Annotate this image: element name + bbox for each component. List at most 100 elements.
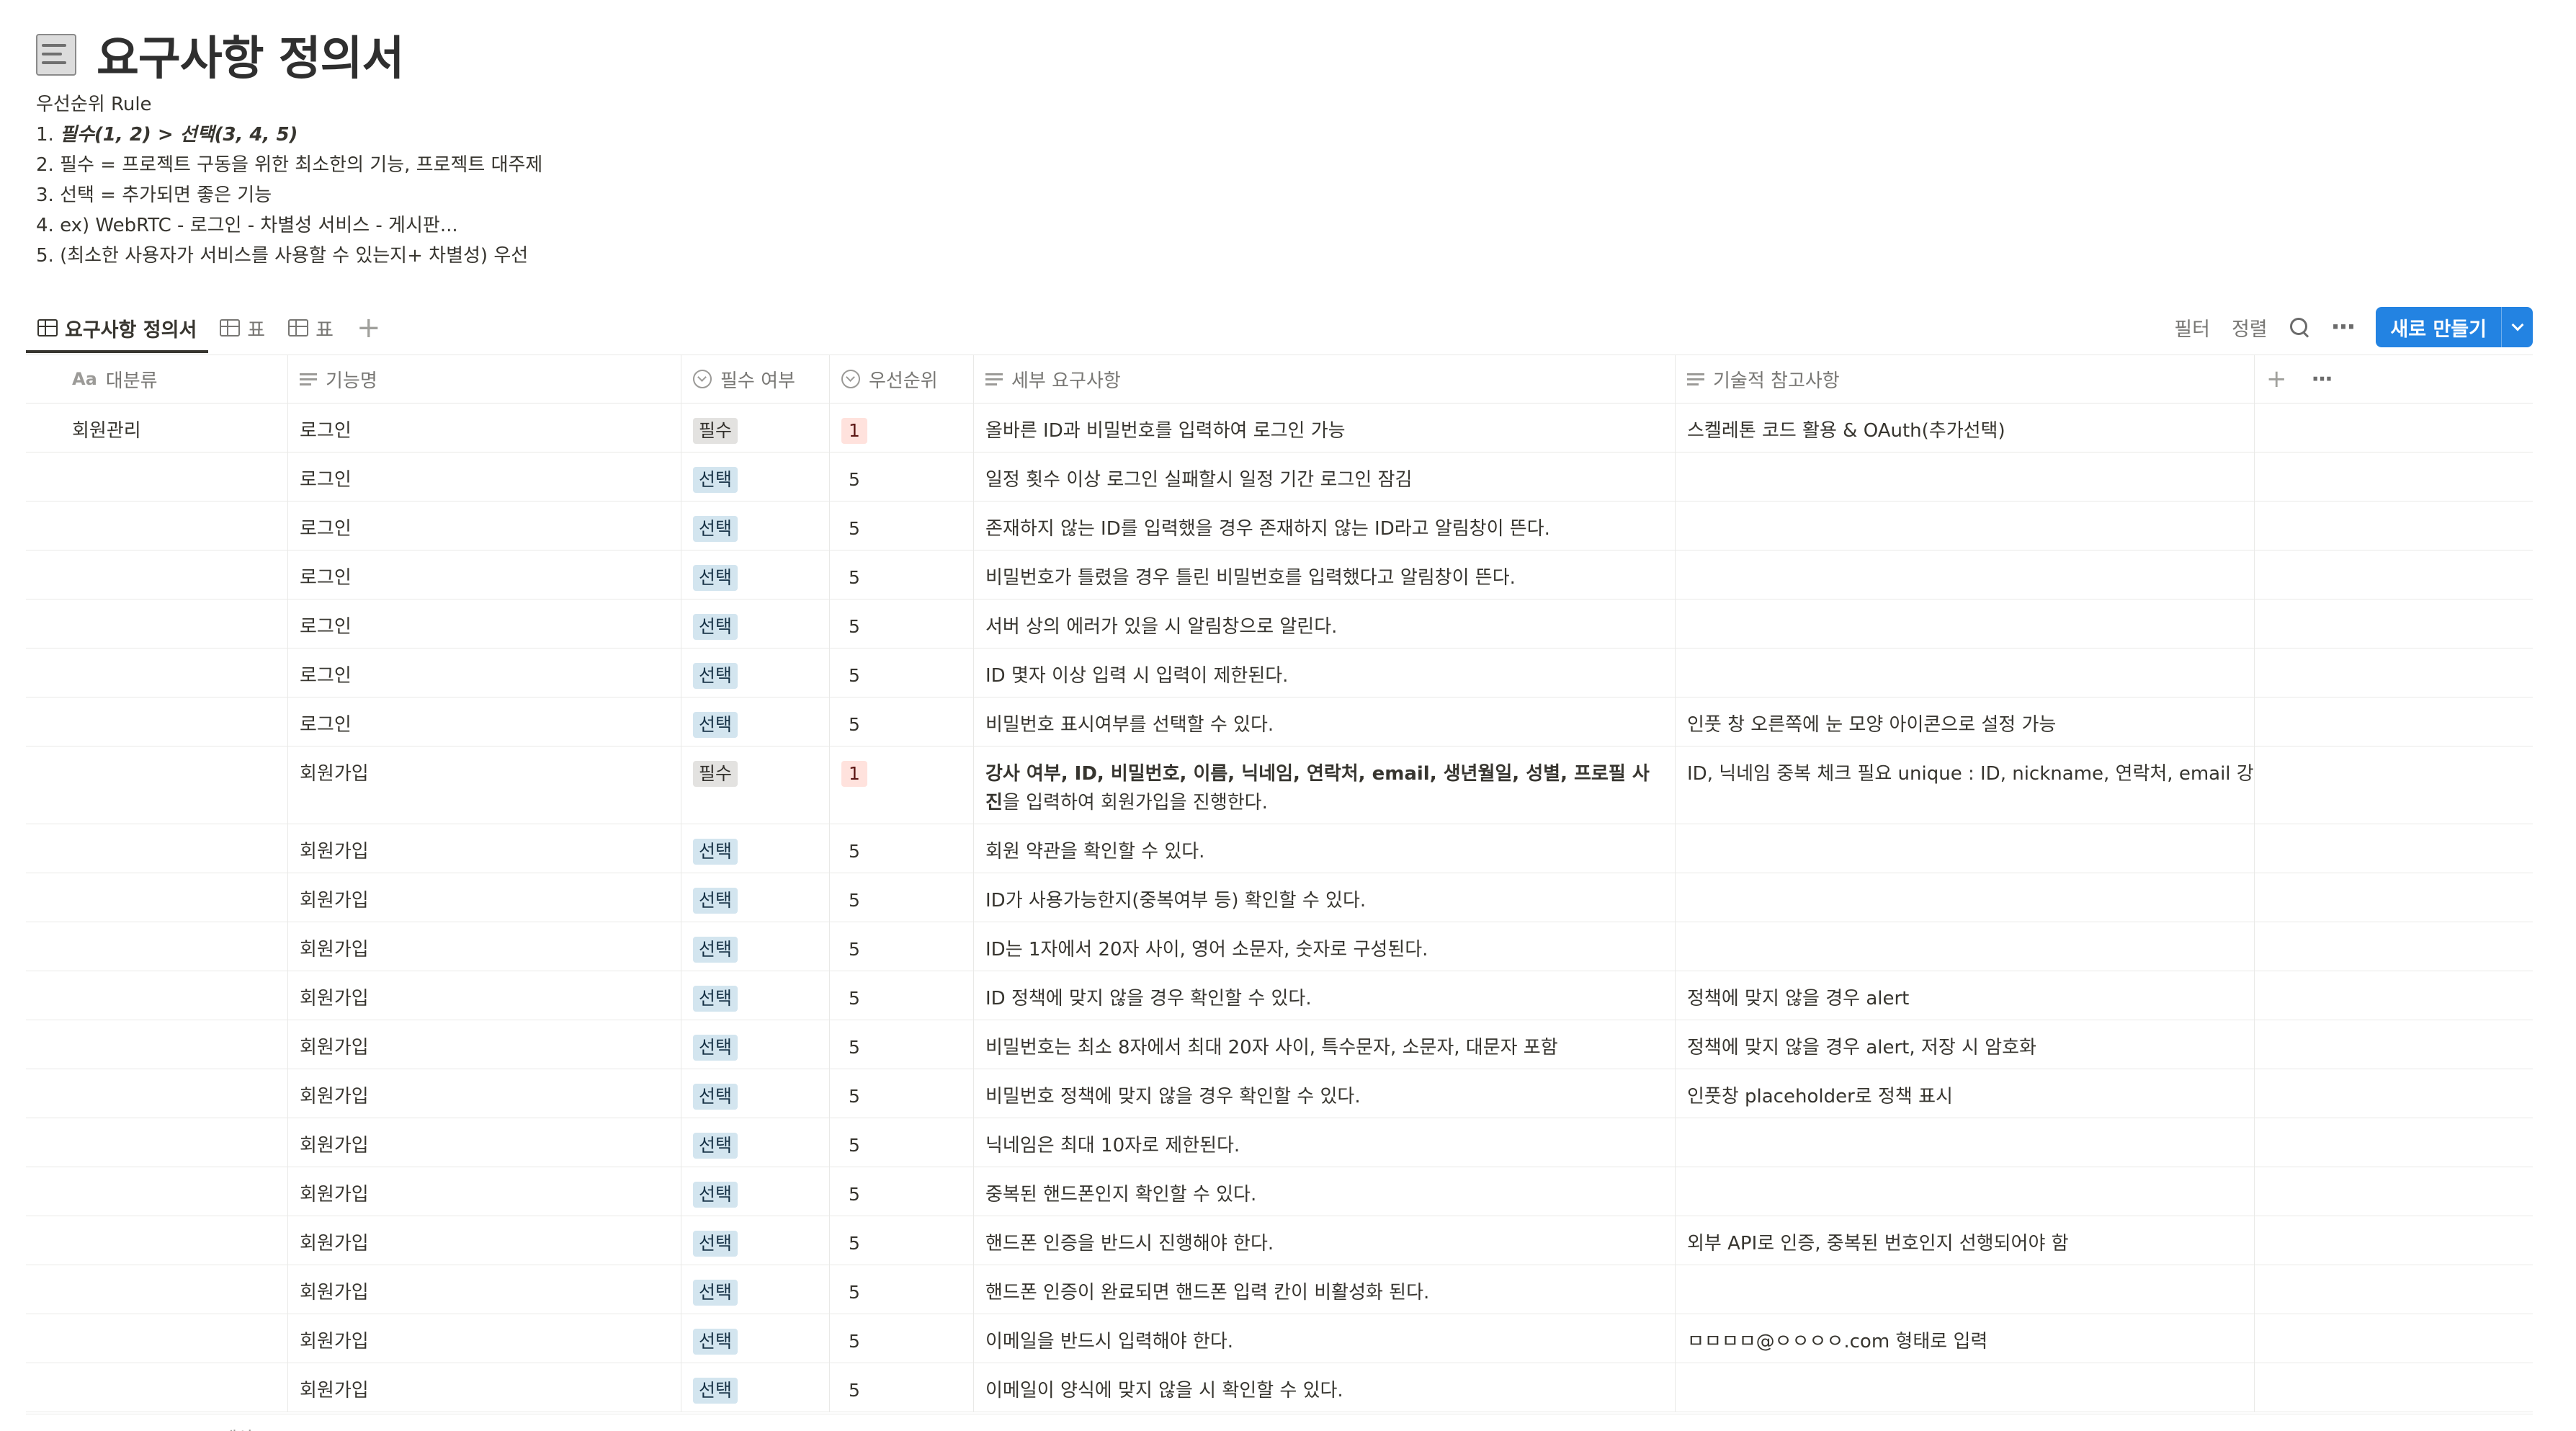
column-header-detail[interactable]: 세부 요구사항: [974, 355, 1676, 403]
table-row[interactable]: 회원가입 선택 5 비밀번호는 최소 8자에서 최대 20자 사이, 특수문자, 소문…: [26, 1020, 2533, 1069]
cell-detail[interactable]: 비밀번호는 최소 8자에서 최대 20자 사이, 특수문자, 소문자, 대문자 …: [974, 1020, 1676, 1069]
cell-category[interactable]: [26, 1069, 288, 1118]
cell-tech-note[interactable]: ㅁㅁㅁㅁ@ㅇㅇㅇㅇ.com 형태로 입력: [1676, 1314, 2255, 1363]
cell-category[interactable]: [26, 971, 288, 1020]
cell-required[interactable]: 필수: [681, 746, 830, 824]
cell-priority[interactable]: 1: [830, 746, 974, 824]
cell-required[interactable]: 선택: [681, 648, 830, 697]
table-row[interactable]: 회원가입 선택 5 ID 정책에 맞지 않을 경우 확인할 수 있다. 정책에 맞지 않…: [26, 971, 2533, 1020]
tab-requirements-view[interactable]: 요구사항 정의서: [26, 303, 209, 353]
table-row[interactable]: 로그인 선택 5 서버 상의 에러가 있을 시 알림창으로 알린다.: [26, 599, 2533, 648]
cell-detail[interactable]: 핸드폰 인증이 완료되면 핸드폰 입력 칸이 비활성화 된다.: [974, 1265, 1676, 1314]
cell-detail[interactable]: 서버 상의 에러가 있을 시 알림창으로 알린다.: [974, 599, 1676, 648]
table-row[interactable]: 회원가입 선택 5 닉네임은 최대 10자로 제한된다.: [26, 1118, 2533, 1167]
cell-detail[interactable]: 비밀번호 표시여부를 선택할 수 있다.: [974, 697, 1676, 746]
cell-required[interactable]: 선택: [681, 697, 830, 746]
table-row[interactable]: 회원가입 선택 5 이메일을 반드시 입력해야 한다. ㅁㅁㅁㅁ@ㅇㅇㅇㅇ.com 형태…: [26, 1314, 2533, 1363]
add-property-icon[interactable]: +: [2266, 365, 2287, 393]
table-row[interactable]: 로그인 선택 5 비밀번호 표시여부를 선택할 수 있다. 인풋 창 오른쪽에 눈 모양…: [26, 697, 2533, 746]
cell-category[interactable]: [26, 697, 288, 746]
cell-category[interactable]: [26, 453, 288, 501]
cell-category[interactable]: [26, 1167, 288, 1216]
cell-required[interactable]: 선택: [681, 1265, 830, 1314]
cell-detail[interactable]: ID가 사용가능한지(중복여부 등) 확인할 수 있다.: [974, 873, 1676, 922]
cell-required[interactable]: 선택: [681, 824, 830, 873]
column-header-tech-notes[interactable]: 기술적 참고사항: [1676, 355, 2255, 403]
cell-category[interactable]: [26, 1020, 288, 1069]
table-row[interactable]: 회원관리 로그인 필수 1 올바른 ID과 비밀번호를 입력하여 로그인 가능 스켈레톤 …: [26, 404, 2533, 453]
cell-priority[interactable]: 5: [830, 550, 974, 599]
cell-feature[interactable]: 로그인: [288, 648, 681, 697]
cell-required[interactable]: 선택: [681, 1167, 830, 1216]
column-header-required[interactable]: 필수 여부: [681, 355, 830, 403]
cell-required[interactable]: 선택: [681, 1216, 830, 1265]
table-row[interactable]: 회원가입 선택 5 중복된 핸드폰인지 확인할 수 있다.: [26, 1167, 2533, 1216]
cell-feature[interactable]: 회원가입: [288, 1265, 681, 1314]
cell-category[interactable]: [26, 1118, 288, 1167]
cell-feature[interactable]: 로그인: [288, 501, 681, 550]
cell-detail[interactable]: 강사 여부, ID, 비밀번호, 이름, 닉네임, 연락처, email, 생년…: [974, 746, 1676, 824]
cell-feature[interactable]: 로그인: [288, 550, 681, 599]
cell-category[interactable]: [26, 599, 288, 648]
cell-detail[interactable]: 이메일을 반드시 입력해야 한다.: [974, 1314, 1676, 1363]
column-header-priority[interactable]: 우선순위: [830, 355, 974, 403]
cell-feature[interactable]: 회원가입: [288, 1069, 681, 1118]
cell-priority[interactable]: 5: [830, 453, 974, 501]
cell-tech-note[interactable]: [1676, 873, 2255, 922]
filter-button[interactable]: 필터: [2174, 318, 2210, 341]
cell-required[interactable]: 선택: [681, 873, 830, 922]
cell-priority[interactable]: 5: [830, 1314, 974, 1363]
add-view-icon[interactable]: +: [356, 311, 381, 344]
cell-feature[interactable]: 회원가입: [288, 1167, 681, 1216]
cell-feature[interactable]: 회원가입: [288, 922, 681, 971]
table-row[interactable]: 회원가입 선택 5 회원 약관을 확인할 수 있다.: [26, 824, 2533, 873]
cell-tech-note[interactable]: [1676, 1363, 2255, 1412]
cell-feature[interactable]: 회원가입: [288, 1363, 681, 1412]
more-options-icon[interactable]: ···: [2311, 366, 2333, 392]
cell-priority[interactable]: 5: [830, 599, 974, 648]
table-row[interactable]: 회원가입 선택 5 ID가 사용가능한지(중복여부 등) 확인할 수 있다.: [26, 873, 2533, 922]
cell-detail[interactable]: 일정 횟수 이상 로그인 실패할시 일정 기간 로그인 잠김: [974, 453, 1676, 501]
cell-category[interactable]: [26, 1265, 288, 1314]
cell-detail[interactable]: 올바른 ID과 비밀번호를 입력하여 로그인 가능: [974, 404, 1676, 452]
cell-tech-note[interactable]: 정책에 맞지 않을 경우 alert: [1676, 971, 2255, 1020]
cell-priority[interactable]: 5: [830, 501, 974, 550]
table-row[interactable]: 회원가입 선택 5 ID는 1자에서 20자 사이, 영어 소문자, 숫자로 구성된다…: [26, 922, 2533, 971]
cell-category[interactable]: [26, 824, 288, 873]
cell-feature[interactable]: 회원가입: [288, 1020, 681, 1069]
cell-required[interactable]: 선택: [681, 599, 830, 648]
cell-feature[interactable]: 회원가입: [288, 1216, 681, 1265]
table-row[interactable]: 회원가입 선택 5 이메일이 양식에 맞지 않을 시 확인할 수 있다.: [26, 1363, 2533, 1412]
column-header-feature[interactable]: 기능명: [288, 355, 681, 403]
cell-tech-note[interactable]: [1676, 824, 2255, 873]
cell-priority[interactable]: 5: [830, 1020, 974, 1069]
table-row[interactable]: 로그인 선택 5 비밀번호가 틀렸을 경우 틀린 비밀번호를 입력했다고 알림창이 뜬…: [26, 550, 2533, 599]
table-row[interactable]: 회원가입 선택 5 핸드폰 인증이 완료되면 핸드폰 입력 칸이 비활성화 된다.: [26, 1265, 2533, 1314]
cell-tech-note[interactable]: 정책에 맞지 않을 경우 alert, 저장 시 암호화: [1676, 1020, 2255, 1069]
sort-button[interactable]: 정렬: [2231, 318, 2268, 341]
cell-priority[interactable]: 5: [830, 922, 974, 971]
cell-category[interactable]: [26, 501, 288, 550]
cell-tech-note[interactable]: [1676, 648, 2255, 697]
cell-required[interactable]: 선택: [681, 1020, 830, 1069]
cell-detail[interactable]: 비밀번호 정책에 맞지 않을 경우 확인할 수 있다.: [974, 1069, 1676, 1118]
cell-required[interactable]: 선택: [681, 550, 830, 599]
cell-required[interactable]: 선택: [681, 922, 830, 971]
cell-required[interactable]: 선택: [681, 971, 830, 1020]
cell-category[interactable]: [26, 873, 288, 922]
cell-feature[interactable]: 회원가입: [288, 971, 681, 1020]
cell-priority[interactable]: 5: [830, 1118, 974, 1167]
ledger-icon[interactable]: [32, 31, 79, 79]
cell-detail[interactable]: 비밀번호가 틀렸을 경우 틀린 비밀번호를 입력했다고 알림창이 뜬다.: [974, 550, 1676, 599]
calculate-button[interactable]: 계산: [220, 1425, 266, 1431]
cell-priority[interactable]: 5: [830, 873, 974, 922]
cell-tech-note[interactable]: 인풋 창 오른쪽에 눈 모양 아이콘으로 설정 가능: [1676, 697, 2255, 746]
cell-priority[interactable]: 1: [830, 404, 974, 452]
cell-category[interactable]: [26, 1216, 288, 1265]
cell-detail[interactable]: 핸드폰 인증을 반드시 진행해야 한다.: [974, 1216, 1676, 1265]
cell-priority[interactable]: 5: [830, 824, 974, 873]
tab-table-view-2[interactable]: 표: [277, 303, 345, 353]
cell-feature[interactable]: 로그인: [288, 599, 681, 648]
cell-detail[interactable]: 존재하지 않는 ID를 입력했을 경우 존재하지 않는 ID라고 알림창이 뜬다…: [974, 501, 1676, 550]
cell-priority[interactable]: 5: [830, 697, 974, 746]
